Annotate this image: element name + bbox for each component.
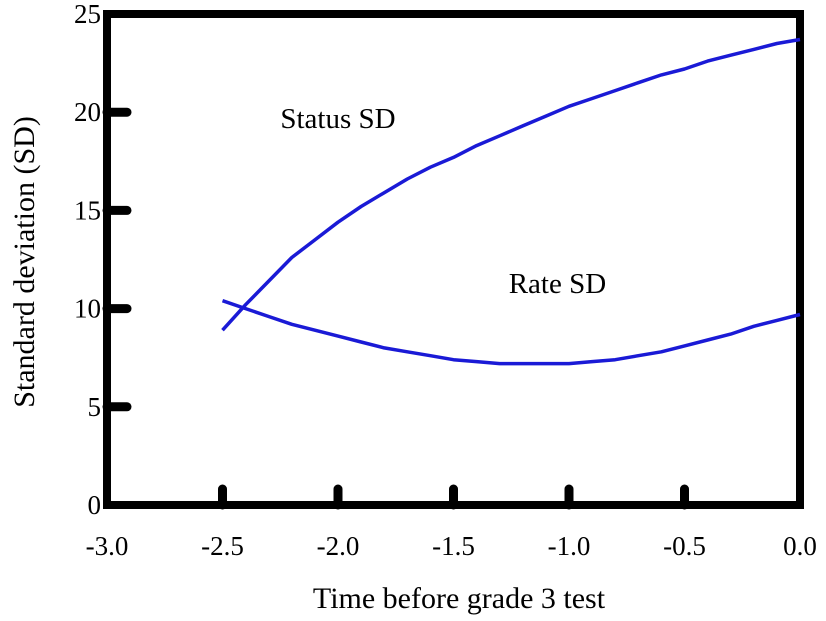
y-tick-label: 15 [74, 195, 101, 225]
x-tick-label: -2.5 [201, 531, 244, 561]
x-tick-label: -0.5 [663, 531, 706, 561]
series-layer [221, 37, 801, 366]
annotation-label-1: Status SD [280, 103, 395, 135]
x-tick-label: -1.0 [548, 531, 591, 561]
x-tick-label: -3.0 [86, 531, 129, 561]
x-tick-label: -1.5 [432, 531, 475, 561]
series-line-1 [221, 37, 801, 332]
plot-frame [103, 10, 804, 509]
y-tick-label: 25 [74, 0, 101, 29]
x-axis-ticks: -3.0 -2.5 -2.0 -1.5 -1.0 -0.5 0.0 [86, 484, 817, 561]
x-axis-title: Time before grade 3 test [313, 582, 606, 615]
y-tick-label: 20 [74, 97, 101, 127]
y-tick-label: 0 [88, 490, 102, 520]
y-axis-ticks: 0 5 10 15 20 25 [74, 0, 132, 520]
annotation-layer: Status SD Rate SD [280, 103, 606, 300]
x-tick-label: 0.0 [783, 531, 817, 561]
x-tick-label: -2.0 [317, 531, 360, 561]
series-line-2 [221, 299, 801, 366]
plot-area [103, 10, 804, 509]
annotation-label-2: Rate SD [509, 268, 606, 300]
y-tick-label: 10 [74, 294, 101, 324]
y-axis-title: Standard deviation (SD) [8, 116, 41, 408]
y-tick-label: 5 [88, 392, 102, 422]
